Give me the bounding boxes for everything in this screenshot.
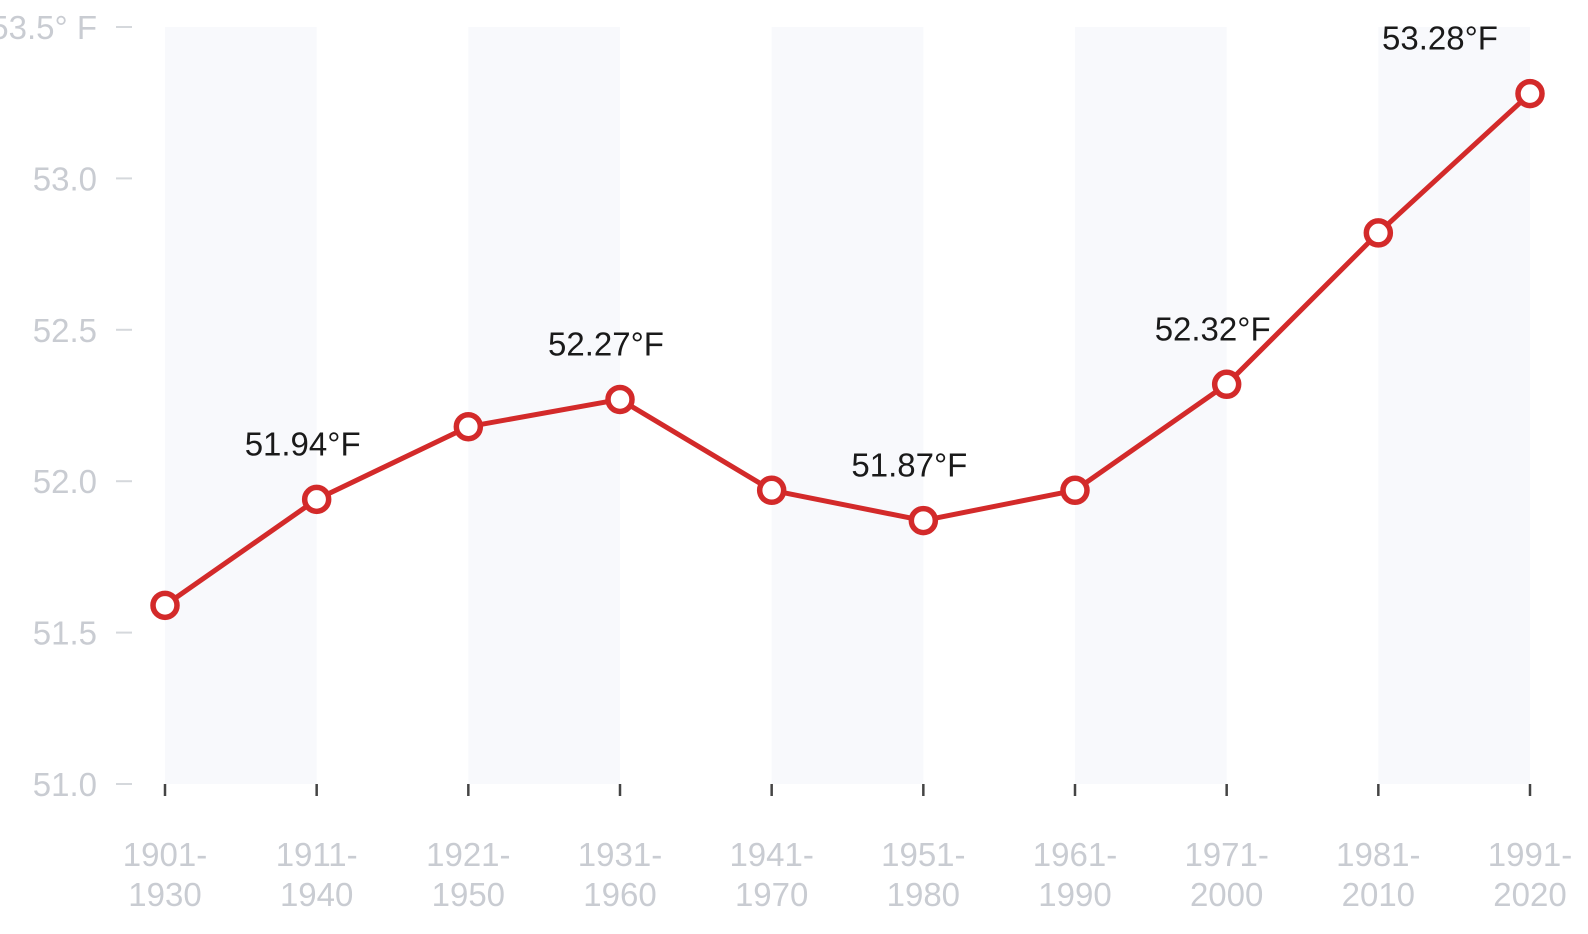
data-label: 51.87°F (851, 447, 967, 484)
data-label: 53.28°F (1382, 20, 1498, 57)
data-point (1363, 218, 1394, 248)
data-labels: 51.94°F 52.27°F 51.87°F 52.32°F 53.28°F (245, 20, 1498, 484)
data-label: 52.27°F (548, 325, 664, 362)
y-tick-label: 52.0 (33, 463, 97, 500)
x-tick-label: 1901-1930 (123, 836, 207, 913)
background-band (771, 27, 924, 784)
y-tick-label: 51.0 (33, 766, 97, 803)
data-label: 51.94°F (245, 425, 361, 462)
background-band (1075, 27, 1227, 784)
x-tick-label: 1941-1970 (729, 836, 813, 913)
x-tick-label: 1931-1960 (578, 836, 662, 913)
data-point (150, 590, 180, 621)
temperature-series (150, 78, 1545, 621)
data-point (756, 475, 787, 506)
x-tick-label: 1961-1990 (1033, 836, 1117, 913)
data-point (1211, 369, 1242, 400)
y-tick-label: 52.5 (33, 312, 97, 349)
y-tick-label: 51.5 (33, 615, 97, 652)
x-tick-label: 1981-2010 (1336, 836, 1420, 913)
data-point (301, 484, 332, 515)
data-point (1515, 78, 1545, 109)
data-label: 52.32°F (1155, 310, 1271, 347)
y-tick-label: 53.5° F (0, 9, 97, 46)
data-point (1060, 475, 1090, 506)
data-point (605, 384, 635, 415)
x-tick-label: 1971-2000 (1184, 836, 1268, 913)
background-bands (165, 27, 1530, 784)
y-tick-label: 53.0 (33, 160, 97, 197)
x-tick-label: 1991-2020 (1488, 836, 1572, 913)
x-tick-label: 1921-1950 (426, 836, 510, 913)
background-band (165, 27, 317, 784)
y-axis: 51.0 51.5 52.0 52.5 53.0 53.5° F (0, 9, 132, 803)
background-band (1378, 27, 1530, 784)
data-point (453, 411, 484, 442)
data-point (908, 505, 939, 536)
x-axis: 1901-1930 1911-1940 1921-1950 1931-1960 1941… (123, 784, 1572, 913)
series-line (162, 91, 1533, 608)
x-tick-label: 1951-1980 (881, 836, 965, 913)
x-tick-label: 1911-1940 (276, 836, 358, 913)
